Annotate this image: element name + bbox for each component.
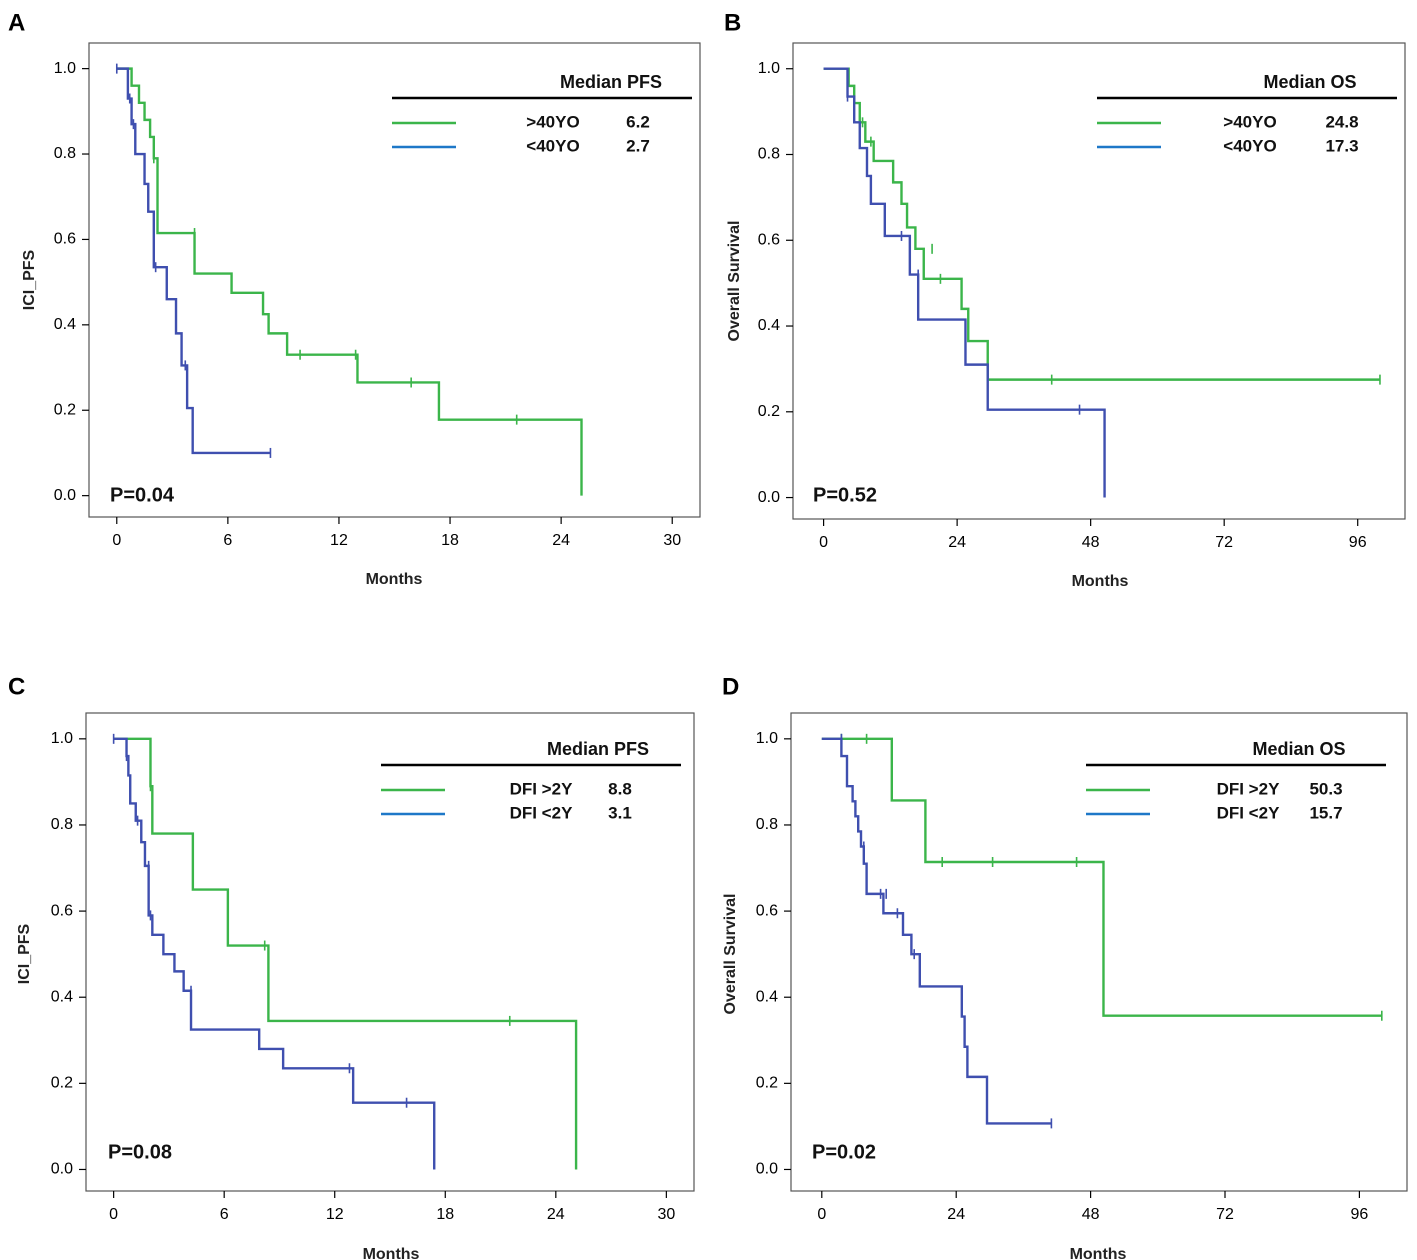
- x-tick-label: 0: [112, 532, 121, 549]
- x-tick-label: 24: [947, 1206, 965, 1223]
- km-curve-group2: [823, 67, 1106, 498]
- y-axis-label: ICI_PFS: [21, 249, 38, 310]
- y-tick-label: 0.8: [54, 145, 76, 162]
- x-tick-label: 96: [1351, 1206, 1369, 1223]
- y-axis-label: Overall Survival: [726, 221, 743, 342]
- legend-median-value: 17.3: [1325, 136, 1358, 155]
- p-value: P=0.52: [813, 484, 877, 506]
- x-axis-label: Months: [366, 571, 423, 588]
- y-tick-label: 0.0: [54, 487, 76, 504]
- plot-frame: [88, 42, 701, 518]
- y-axis-label: Overall Survival: [722, 894, 739, 1015]
- km-curve-group1: [116, 67, 583, 496]
- panel-label: C: [8, 673, 25, 700]
- panel-a: A 0.0 0.2 0.4 0.6 0.8 1.0 0 6 12 18 24 30 Months ICI_P…: [8, 9, 701, 588]
- p-value: P=0.02: [812, 1141, 876, 1163]
- x-tick-label: 30: [663, 532, 681, 549]
- km-curve-group2: [116, 67, 271, 455]
- legend-median-value: 50.3: [1309, 779, 1342, 798]
- km-curve-group1: [821, 737, 1382, 1017]
- y-tick-label: 0.2: [51, 1075, 73, 1092]
- panel-label: D: [722, 673, 739, 700]
- x-tick-label: 96: [1349, 534, 1367, 551]
- p-value: P=0.08: [108, 1141, 172, 1163]
- x-tick-label: 0: [109, 1206, 118, 1223]
- x-tick-label: 72: [1216, 1206, 1234, 1223]
- y-tick-label: 1.0: [756, 730, 778, 747]
- legend-median-value: 15.7: [1309, 803, 1342, 822]
- legend-median-value: 2.7: [626, 136, 650, 155]
- y-tick-label: 0.4: [51, 988, 73, 1005]
- plot-frame: [792, 42, 1406, 520]
- p-value: P=0.04: [110, 484, 175, 506]
- y-tick-label: 0.6: [51, 902, 73, 919]
- x-tick-label: 12: [326, 1206, 344, 1223]
- km-curve-group1: [823, 67, 1380, 381]
- legend-group-name: >40YO: [1223, 112, 1276, 131]
- y-tick-label: 0.6: [758, 231, 780, 248]
- y-tick-label: 0.8: [756, 816, 778, 833]
- panel-label: A: [8, 9, 25, 36]
- y-tick-label: 0.0: [756, 1161, 778, 1178]
- legend-median-value: 3.1: [608, 803, 632, 822]
- x-tick-label: 48: [1082, 534, 1100, 551]
- y-tick-label: 0.4: [758, 317, 780, 334]
- legend-group-name: DFI >2Y: [1217, 779, 1280, 798]
- km-curve-group2: [113, 737, 436, 1170]
- panel-d: D 0.0 0.2 0.4 0.6 0.8 1.0 0 24 48 72 96 Months Overal…: [722, 673, 1408, 1260]
- y-tick-label: 0.8: [51, 816, 73, 833]
- x-tick-label: 18: [436, 1206, 454, 1223]
- y-tick-label: 1.0: [54, 60, 76, 77]
- plot-frame: [790, 712, 1408, 1192]
- legend-group-name: <40YO: [526, 136, 579, 155]
- x-tick-label: 0: [819, 534, 828, 551]
- y-tick-label: 0.0: [51, 1161, 73, 1178]
- x-tick-label: 24: [948, 534, 966, 551]
- x-tick-label: 48: [1082, 1206, 1100, 1223]
- legend-title: Median PFS: [547, 739, 649, 759]
- legend-group-name: >40YO: [526, 112, 579, 131]
- legend-group-name: <40YO: [1223, 136, 1276, 155]
- y-tick-label: 0.2: [54, 401, 76, 418]
- x-tick-label: 24: [547, 1206, 565, 1223]
- y-tick-label: 0.2: [756, 1075, 778, 1092]
- x-tick-label: 12: [330, 532, 348, 549]
- legend-group-name: DFI >2Y: [510, 779, 573, 798]
- y-axis-label: ICI_PFS: [16, 923, 33, 984]
- x-tick-label: 6: [220, 1206, 229, 1223]
- legend-median-value: 6.2: [626, 112, 650, 131]
- legend-median-value: 24.8: [1325, 112, 1358, 131]
- y-tick-label: 0.6: [756, 902, 778, 919]
- y-tick-label: 0.4: [756, 988, 778, 1005]
- x-axis-label: Months: [1070, 1246, 1127, 1260]
- x-tick-label: 30: [657, 1206, 675, 1223]
- km-curve-group1: [113, 737, 578, 1170]
- legend-title: Median OS: [1252, 739, 1345, 759]
- x-tick-label: 72: [1215, 534, 1233, 551]
- panel-c: C 0.0 0.2 0.4 0.6 0.8 1.0 0 6 12 18 24 30 Months ICI_P…: [8, 673, 695, 1260]
- legend-group-name: DFI <2Y: [1217, 803, 1280, 822]
- x-tick-label: 6: [223, 532, 232, 549]
- panel-b: B 0.0 0.2 0.4 0.6 0.8 1.0 0 24 48 72 96 Months Overal…: [724, 9, 1406, 590]
- x-axis-label: Months: [1072, 573, 1129, 590]
- km-curve-group2: [821, 737, 1052, 1125]
- y-tick-label: 0.0: [758, 489, 780, 506]
- legend-title: Median PFS: [560, 72, 662, 92]
- x-axis-label: Months: [363, 1246, 420, 1260]
- x-tick-label: 24: [552, 532, 570, 549]
- legend-median-value: 8.8: [608, 779, 632, 798]
- x-tick-label: 18: [441, 532, 459, 549]
- panel-label: B: [724, 9, 741, 36]
- y-tick-label: 0.4: [54, 316, 76, 333]
- y-tick-label: 1.0: [51, 730, 73, 747]
- y-tick-label: 1.0: [758, 60, 780, 77]
- y-tick-label: 0.6: [54, 231, 76, 248]
- y-tick-label: 0.2: [758, 403, 780, 420]
- legend-title: Median OS: [1263, 72, 1356, 92]
- plot-frame: [85, 712, 695, 1192]
- x-tick-label: 0: [817, 1206, 826, 1223]
- y-tick-label: 0.8: [758, 146, 780, 163]
- legend-group-name: DFI <2Y: [510, 803, 573, 822]
